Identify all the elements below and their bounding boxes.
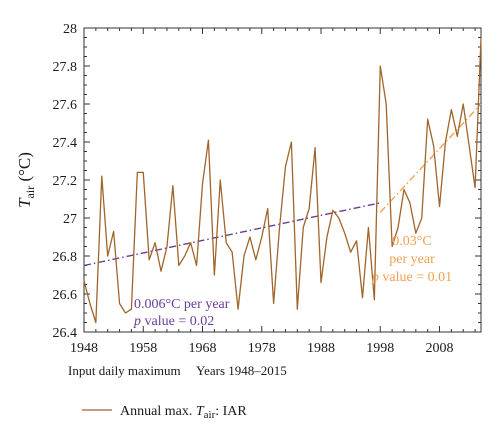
x-tick-label: 1968 — [189, 341, 217, 356]
series-line-1 — [83, 37, 482, 324]
x-tick-label: 1958 — [129, 341, 157, 356]
legend-label-t: T — [196, 404, 205, 419]
y-axis-label-unit: (°C) — [15, 152, 34, 186]
y-tick-label: 27.2 — [53, 174, 78, 189]
trend-1-label-pvalue: p value = 0.02 — [133, 314, 214, 329]
y-tick-label: 27.4 — [53, 136, 78, 151]
trend-2-label-pvalue: p value = 0.01 — [371, 270, 452, 285]
y-tick-label: 27.8 — [53, 60, 78, 75]
legend-label-suffix: : IAR — [215, 404, 247, 419]
x-tick-label: 1948 — [70, 341, 98, 356]
legend-label-sub: air — [204, 409, 216, 421]
axis-ticks: 26.4 26.6 26.8 27 27.2 27.4 27.6 27.8 28 1948 1958… — [53, 22, 481, 356]
y-axis-label: Tair (°C) — [15, 152, 37, 208]
y-tick-label: 26.6 — [53, 288, 78, 303]
trend-1-p: p — [133, 314, 141, 329]
legend-label: Annual max. Tair: IAR — [120, 404, 247, 421]
trend-2-p: p — [371, 270, 379, 285]
y-tick-label: 26.4 — [53, 326, 78, 341]
x-tick-label: 2008 — [426, 341, 454, 356]
legend-label-main: Annual max. — [120, 404, 196, 419]
series-lines — [83, 37, 482, 324]
y-tick-label: 27 — [63, 212, 77, 227]
trend-2-label-rate-b: per year — [389, 252, 435, 267]
y-tick-label: 27.6 — [53, 98, 78, 113]
x-caption-left: Input daily maximum — [68, 363, 181, 378]
y-tick-label: 26.8 — [53, 250, 78, 265]
trend-line-2 — [379, 103, 482, 213]
x-tick-label: 1998 — [366, 341, 394, 356]
trend-1-label-rate: 0.006°C per year — [134, 297, 230, 312]
trend-2-pval: value = 0.01 — [379, 270, 452, 285]
y-axis-label-sub: air — [23, 186, 37, 199]
y-axis-label-main: T — [15, 197, 34, 208]
trend-1-pval: value = 0.02 — [141, 314, 214, 329]
trend-2-label-rate: 0.03°C — [392, 234, 431, 249]
x-tick-label: 1978 — [248, 341, 276, 356]
y-tick-label: 28 — [63, 22, 77, 37]
x-tick-label: 1988 — [307, 341, 335, 356]
x-caption-right: Years 1948–2015 — [196, 363, 287, 378]
